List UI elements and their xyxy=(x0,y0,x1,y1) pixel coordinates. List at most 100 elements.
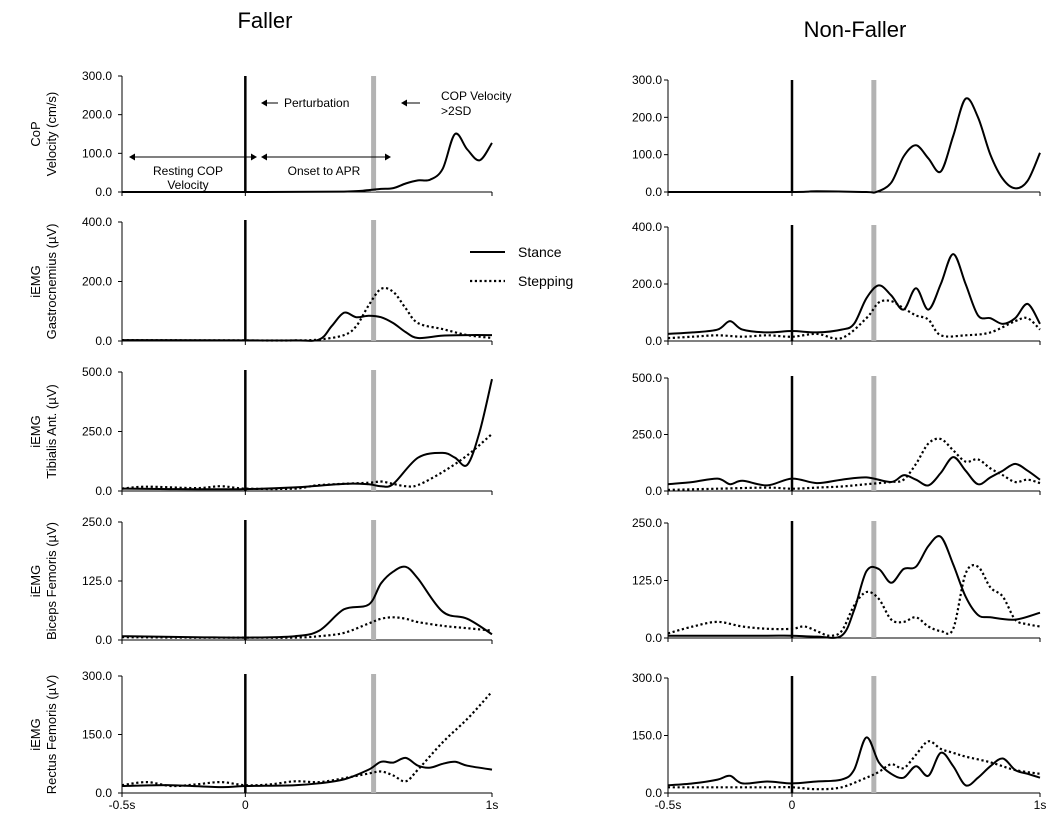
y-tick-label: 500.0 xyxy=(82,365,112,379)
legend: Stance Stepping xyxy=(470,244,573,289)
faller-row1-cop-line xyxy=(121,132,493,194)
cop-velocity-label-line2: >2SD xyxy=(441,104,472,118)
faller-row5-stance-line xyxy=(121,756,493,789)
y-tick-label: 100.0 xyxy=(632,148,662,162)
legend-stepping-label: Stepping xyxy=(518,273,573,289)
y-tick-label: 125.0 xyxy=(632,574,662,588)
faller-row4-stance-line xyxy=(121,565,493,639)
faller-row4-stepping-line xyxy=(121,616,493,639)
non-faller-row2-stance-line xyxy=(667,253,1041,335)
y-label-line: Velocity (cm/s) xyxy=(44,92,59,177)
y-tick-label: 400.0 xyxy=(82,215,112,229)
faller-title: Faller xyxy=(237,8,292,33)
y-tick-label: 300.0 xyxy=(632,73,662,87)
faller-row5-chart: 0.0 150.0 300.0 iEMGRectus Femoris (µV) -0.5… xyxy=(28,669,498,812)
resting-label-line1: Resting COP xyxy=(153,164,223,178)
y-tick-label: 250.0 xyxy=(632,428,662,442)
chart-panels: 0.0 100.0 200.0 300.0 CoPVelocity (cm/s) 0.0 2… xyxy=(28,69,1046,812)
faller-row2-chart: 0.0 200.0 400.0 iEMGGastrocnemius (µV) xyxy=(28,215,493,348)
faller-row2-stance-line xyxy=(121,311,493,342)
x-tick-label: 1s xyxy=(486,798,499,812)
faller-row2-y-label: iEMGGastrocnemius (µV) xyxy=(28,224,59,340)
y-tick-label: 300.0 xyxy=(82,69,112,83)
x-tick-label: 0 xyxy=(789,798,796,812)
y-tick-label: 0.0 xyxy=(95,633,112,647)
y-tick-label: 250.0 xyxy=(82,425,112,439)
y-tick-label: 200.0 xyxy=(82,108,112,122)
non-faller-row3-chart: 0.0 250.0 500.0 xyxy=(632,371,1041,498)
y-label-line: iEMG xyxy=(28,415,43,448)
y-tick-label: 0.0 xyxy=(645,185,662,199)
non-faller-title: Non-Faller xyxy=(804,17,907,42)
y-tick-label: 150.0 xyxy=(82,728,112,742)
faller-row1-y-label: CoPVelocity (cm/s) xyxy=(28,92,59,177)
faller-row1-chart: 0.0 100.0 200.0 300.0 CoPVelocity (cm/s) xyxy=(28,69,493,199)
y-tick-label: 100.0 xyxy=(82,146,112,160)
y-label-line: Biceps Femoris (µV) xyxy=(44,522,59,640)
y-tick-label: 0.0 xyxy=(95,484,112,498)
y-tick-label: 150.0 xyxy=(632,729,662,743)
perturbation-arrow-head xyxy=(261,99,267,107)
faller-row3-stepping-line xyxy=(121,433,493,491)
y-tick-label: 0.0 xyxy=(645,484,662,498)
non-faller-row4-stepping-line xyxy=(667,564,1041,637)
x-tick-label: 0 xyxy=(242,798,249,812)
y-tick-label: 400.0 xyxy=(632,220,662,234)
y-tick-label: 0.0 xyxy=(645,334,662,348)
onset-label: Onset to APR xyxy=(288,164,361,178)
faller-row3-y-label: iEMGTibialis Ant. (µV) xyxy=(28,384,59,478)
y-label-line: Rectus Femoris (µV) xyxy=(44,675,59,794)
faller-row4-y-label: iEMGBiceps Femoris (µV) xyxy=(28,522,59,640)
non-faller-row5-chart: 0.0 150.0 300.0 -0.5s 0 1s xyxy=(632,671,1046,812)
faller-row4-chart: 0.0 125.0 250.0 iEMGBiceps Femoris (µV) xyxy=(28,515,493,647)
faller-row3-stance-line xyxy=(121,378,493,491)
y-label-line: iEMG xyxy=(28,718,43,751)
resting-span-arrow-right xyxy=(251,153,257,161)
faller-row5-stepping-line xyxy=(121,690,493,788)
cop-velocity-label-line1: COP Velocity xyxy=(441,89,511,103)
y-tick-label: 0.0 xyxy=(645,786,662,800)
y-tick-label: 200.0 xyxy=(632,110,662,124)
non-faller-row4-chart: 0.0 125.0 250.0 xyxy=(632,516,1041,645)
non-faller-row5-stepping-line xyxy=(668,740,1041,791)
y-tick-label: 200.0 xyxy=(632,277,662,291)
non-faller-row2-stepping-line xyxy=(667,299,1041,340)
onset-span-arrow-left xyxy=(261,153,267,161)
annotations: Perturbation COP Velocity>2SD Resting COPV… xyxy=(129,89,511,192)
resting-label-line2: Velocity xyxy=(167,178,208,192)
non-faller-row5-stance-line xyxy=(667,736,1041,787)
y-tick-label: 250.0 xyxy=(82,515,112,529)
y-label-line: Gastrocnemius (µV) xyxy=(44,224,59,340)
y-tick-label: 0.0 xyxy=(645,631,662,645)
y-label-line: iEMG xyxy=(28,265,43,298)
y-tick-label: 125.0 xyxy=(82,574,112,588)
x-tick-label: 1s xyxy=(1034,798,1047,812)
non-faller-row1-chart: 0.0 100.0 200.0 300.0 xyxy=(632,73,1041,199)
non-faller-row1-cop-line xyxy=(667,97,1041,194)
y-tick-label: 0.0 xyxy=(95,334,112,348)
y-tick-label: 250.0 xyxy=(632,516,662,530)
legend-stance-label: Stance xyxy=(518,244,562,260)
faller-row5-y-label: iEMGRectus Femoris (µV) xyxy=(28,675,59,794)
faller-row2-stepping-line xyxy=(121,286,493,342)
y-label-line: Tibialis Ant. (µV) xyxy=(44,384,59,478)
non-faller-row3-stepping-line xyxy=(667,437,1041,491)
y-tick-label: 500.0 xyxy=(632,371,662,385)
non-faller-row3-stance-line xyxy=(667,456,1041,487)
y-tick-label: 200.0 xyxy=(82,275,112,289)
y-tick-label: 0.0 xyxy=(95,185,112,199)
perturbation-label: Perturbation xyxy=(284,96,349,110)
faller-row3-chart: 0.0 250.0 500.0 iEMGTibialis Ant. (µV) xyxy=(28,365,493,498)
y-label-line: iEMG xyxy=(28,565,43,598)
x-tick-label: -0.5s xyxy=(655,798,682,812)
y-tick-label: 0.0 xyxy=(95,786,112,800)
x-tick-label: -0.5s xyxy=(109,798,136,812)
non-faller-row2-chart: 0.0 200.0 400.0 xyxy=(632,220,1041,348)
non-faller-row4-stance-line xyxy=(668,535,1041,639)
cop-velocity-arrow-head xyxy=(401,99,407,107)
y-tick-label: 300.0 xyxy=(82,669,112,683)
onset-span-arrow-right xyxy=(385,153,391,161)
resting-span-arrow-left xyxy=(129,153,135,161)
y-label-line: CoP xyxy=(28,121,43,146)
